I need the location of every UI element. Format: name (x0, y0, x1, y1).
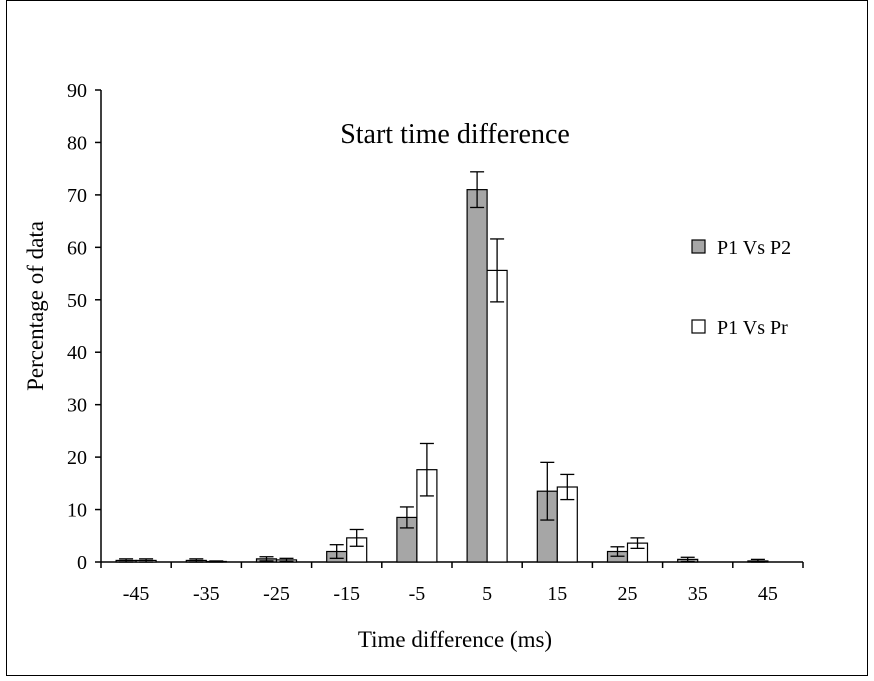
y-tick-label: 90 (67, 80, 87, 102)
y-tick-label: 50 (67, 290, 87, 312)
legend-label: P1 Vs Pr (717, 317, 788, 339)
y-tick-label: 0 (77, 552, 87, 574)
y-tick-label: 20 (67, 447, 87, 469)
y-tick-label: 60 (67, 237, 87, 259)
x-tick-label: 15 (547, 583, 567, 605)
x-tick-label: -35 (193, 583, 220, 605)
y-tick-label: 80 (67, 132, 87, 154)
y-tick-label: 10 (67, 500, 87, 522)
chart-frame (6, 0, 868, 676)
x-tick-label: 35 (688, 583, 708, 605)
y-tick-label: 70 (67, 185, 87, 207)
bar (466, 189, 488, 563)
y-axis-label: Percentage of data (23, 221, 48, 391)
bar (486, 269, 508, 563)
legend-swatch (691, 239, 706, 254)
legend-swatch (691, 319, 706, 334)
legend-label: P1 Vs P2 (717, 237, 791, 259)
chart-title: Start time difference (340, 119, 570, 150)
x-tick-label: -45 (123, 583, 150, 605)
legend: P1 Vs P2 P1 Vs Pr (691, 237, 791, 339)
x-tick-label: 25 (618, 583, 638, 605)
x-tick-label: -15 (333, 583, 360, 605)
axes: 0 10 20 30 40 50 60 70 80 90 -45 -35 -25 -15 -5 5 15 25 35… (67, 80, 804, 605)
x-tick-label: -25 (263, 583, 290, 605)
x-tick-label: 5 (482, 583, 492, 605)
y-tick-label: 40 (67, 342, 87, 364)
x-tick-label: 45 (758, 583, 778, 605)
y-tick-label: 30 (67, 395, 87, 417)
x-tick-label: -5 (409, 583, 426, 605)
bars (115, 171, 769, 563)
x-axis-label: Time difference (ms) (358, 627, 552, 652)
